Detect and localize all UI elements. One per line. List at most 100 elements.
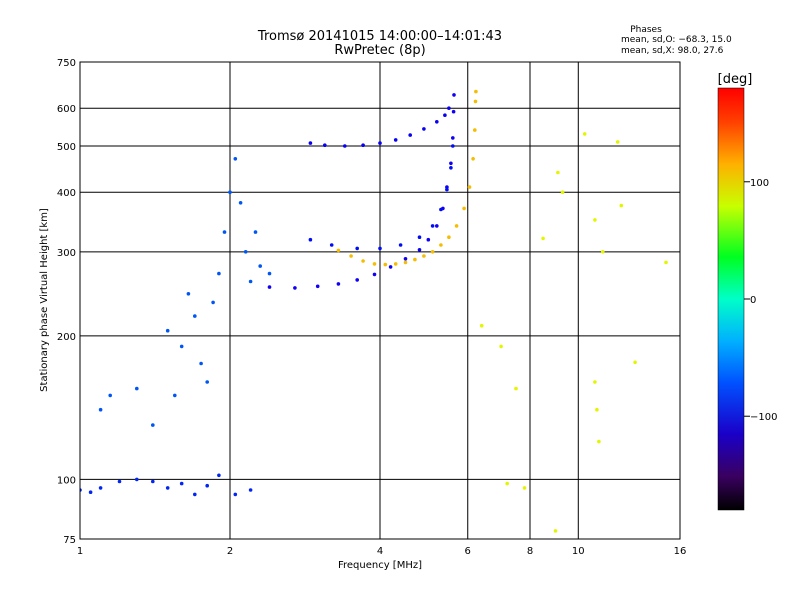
series-low-height-echoes-point bbox=[179, 481, 184, 486]
series-f2-x-mode-trace-low-point bbox=[462, 206, 466, 211]
series-scattered-points-point bbox=[615, 140, 620, 144]
series-multiple-hop-echo-point bbox=[443, 113, 447, 117]
series-f2-o-mode-trace-low-point bbox=[315, 284, 320, 289]
series-spread-f-e-region-point bbox=[238, 201, 243, 205]
colorbar-tick-label: 0 bbox=[750, 295, 756, 306]
y-tick-label: 100 bbox=[57, 475, 76, 486]
series-scattered-points-point bbox=[593, 380, 597, 384]
series-f2-x-mode-trace-low-point bbox=[467, 185, 472, 189]
series-spread-f-e-region-point bbox=[253, 230, 258, 234]
series-spread-f-e-region-point bbox=[165, 328, 170, 333]
series-f2-x-mode-trace-low-point bbox=[413, 257, 417, 262]
series-scattered-points-point bbox=[479, 323, 484, 328]
series-low-height-echoes-point bbox=[205, 483, 209, 488]
plot-frame bbox=[79, 61, 681, 540]
series-f2-x-mode-trace-low-point bbox=[393, 262, 398, 266]
series-f2-o-mode-trace-low-point bbox=[355, 278, 360, 282]
series-spread-f-e-region-point bbox=[248, 279, 253, 284]
series-low-height-echoes-point bbox=[117, 479, 122, 484]
series-f2-x-mode-trace-low-point bbox=[383, 262, 388, 267]
series-f2-o-mode-trace-low-point bbox=[451, 109, 456, 114]
series-multiple-hop-echo-point bbox=[435, 120, 439, 124]
series-f2-x-mode-trace-low-point bbox=[439, 243, 443, 247]
series-f2-o-mode-trace-low-point bbox=[445, 185, 449, 189]
series-f2-o-mode-trace-low-point bbox=[449, 161, 453, 166]
colorbar-tick-label: 100 bbox=[750, 178, 769, 189]
series-low-height-echoes-point bbox=[193, 492, 197, 497]
colorbar-ticks: 100 0 −100 bbox=[744, 178, 777, 423]
series-low-height-echoes-point bbox=[233, 492, 238, 497]
series-low-height-echoes-point bbox=[151, 479, 155, 484]
x-axis-label: Frequency [MHz] bbox=[338, 560, 422, 571]
x-tick-label: 6 bbox=[465, 546, 471, 557]
phases-box-title: Phases bbox=[630, 25, 662, 35]
series-scattered-points-point bbox=[560, 190, 565, 194]
series-f2-o-mode-trace-low-point bbox=[403, 257, 408, 261]
series-spread-f-e-region-point bbox=[151, 423, 155, 427]
series-f2-o-mode-trace-low-point bbox=[426, 237, 431, 242]
chart-subtitle: RwPretec (8p) bbox=[334, 43, 425, 58]
series-f2-x-mode-trace-low-point bbox=[454, 224, 459, 228]
series-spread-f-e-region-point bbox=[243, 250, 248, 254]
colorbar-tick-label: −100 bbox=[750, 412, 777, 423]
series-f2-x-mode-trace-low-point bbox=[372, 262, 377, 266]
series-low-height-echoes-point bbox=[248, 488, 253, 492]
series-spread-f-e-region-point bbox=[222, 230, 227, 234]
series-multiple-hop-echo-point bbox=[422, 127, 426, 131]
series-f2-o-mode-trace-high-point bbox=[308, 237, 313, 242]
series-multiple-hop-echo-point bbox=[361, 143, 365, 147]
y-tick-label: 500 bbox=[57, 142, 76, 153]
colorbar-label: [deg] bbox=[718, 72, 753, 87]
series-f2-o-mode-trace-low-point bbox=[336, 282, 341, 286]
y-tick-label: 750 bbox=[57, 58, 76, 69]
series-scattered-points-point bbox=[593, 218, 597, 222]
series-spread-f-e-region-point bbox=[98, 407, 103, 412]
series-spread-f-e-region-point bbox=[228, 190, 232, 194]
grid-lines bbox=[80, 62, 680, 539]
series-scattered-points-point bbox=[595, 407, 599, 412]
series-multiple-hop-echo-point bbox=[343, 144, 347, 148]
series-spread-f-e-region-point bbox=[179, 344, 184, 349]
series-multiple-hop-echo-point bbox=[378, 141, 382, 145]
series-low-height-echoes-point bbox=[88, 490, 93, 495]
series-spread-f-e-region-point bbox=[217, 271, 221, 276]
series-f2-o-mode-trace-low-point bbox=[267, 285, 272, 289]
series-spread-f-e-region-point bbox=[267, 271, 272, 276]
series-spread-f-e-region-point bbox=[173, 393, 177, 398]
series-low-height-echoes-point bbox=[217, 473, 221, 478]
series-f2-x-mode-trace-low-point bbox=[473, 99, 478, 104]
series-multiple-hop-echo-point bbox=[447, 106, 451, 110]
series-multiple-hop-echo-point bbox=[308, 141, 313, 145]
data-points bbox=[80, 89, 668, 533]
series-scattered-points-point bbox=[582, 132, 587, 136]
series-f2-o-mode-trace-high-point bbox=[355, 246, 360, 251]
phases-box-line1: mean, sd,O: −68.3, 15.0 bbox=[621, 35, 732, 45]
series-scattered-points-point bbox=[556, 170, 560, 175]
series-f2-o-mode-trace-low-point bbox=[451, 136, 455, 140]
x-tick-label: 4 bbox=[377, 546, 383, 557]
series-scattered-points-point bbox=[619, 203, 624, 208]
series-f2-o-mode-trace-high-point bbox=[439, 207, 443, 212]
series-scattered-points-point bbox=[505, 481, 510, 486]
series-spread-f-e-region-point bbox=[135, 386, 139, 391]
series-spread-f-e-region-point bbox=[233, 157, 238, 161]
series-multiple-hop-echo-point bbox=[323, 143, 327, 147]
x-tick-label: 2 bbox=[227, 546, 233, 557]
series-spread-f-e-region-point bbox=[193, 314, 197, 318]
y-tick-label: 400 bbox=[57, 188, 76, 199]
series-f2-x-mode-trace-low-point bbox=[422, 254, 426, 258]
series-f2-x-mode-trace-low-point bbox=[336, 248, 341, 253]
y-tick-label: 300 bbox=[57, 248, 76, 259]
x-tick-label: 16 bbox=[674, 546, 687, 557]
series-spread-f-e-region-point bbox=[211, 300, 215, 305]
series-spread-f-e-region-point bbox=[205, 380, 209, 384]
series-f2-x-mode-trace-low-point bbox=[471, 157, 475, 161]
series-f2-o-mode-trace-high-point bbox=[378, 246, 382, 251]
y-tick-label: 200 bbox=[57, 332, 76, 343]
y-tick-label: 75 bbox=[63, 535, 76, 546]
series-spread-f-e-region-point bbox=[199, 361, 203, 366]
x-tick-label: 1 bbox=[77, 546, 83, 557]
series-f2-o-mode-trace-low-point bbox=[372, 272, 377, 277]
series-f2-o-mode-trace-high-point bbox=[445, 187, 449, 192]
y-axis-label: Stationary phase Virtual Height [km] bbox=[39, 208, 50, 392]
